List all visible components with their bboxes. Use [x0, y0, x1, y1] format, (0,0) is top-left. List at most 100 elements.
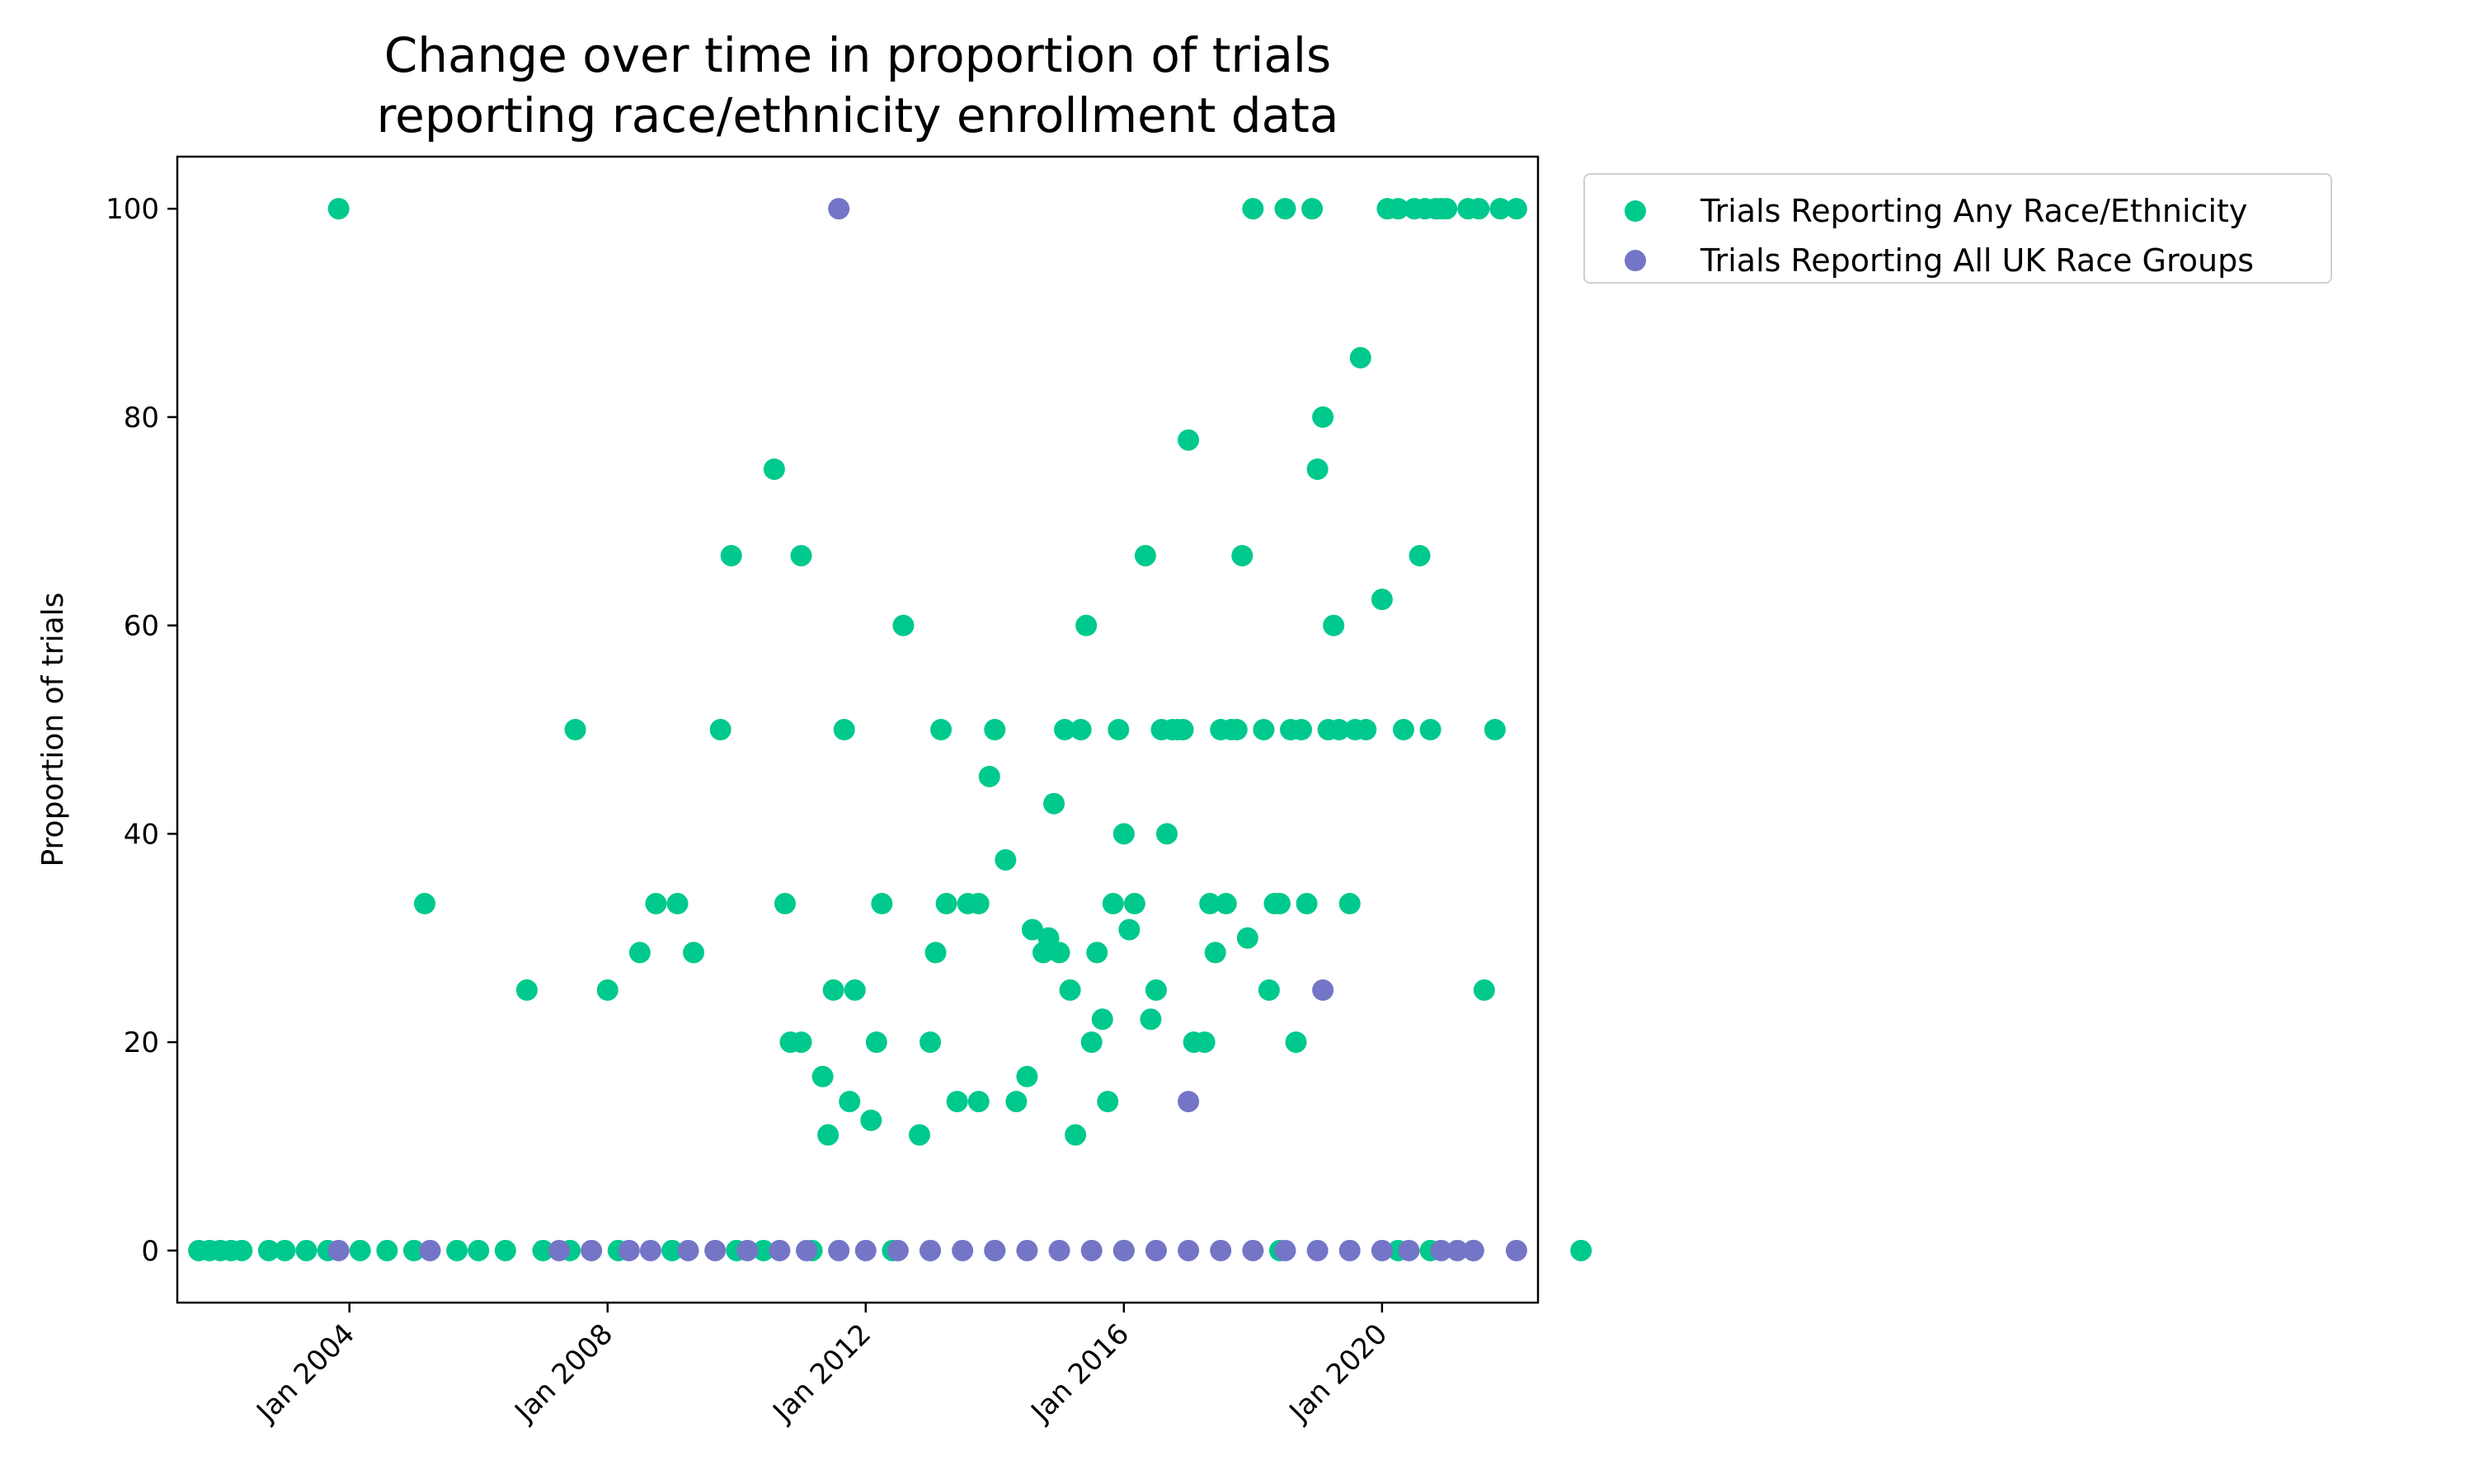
point-all-uk-groups — [618, 1239, 640, 1261]
legend-label-any-race: Trials Reporting Any Race/Ethnicity — [1700, 193, 2248, 229]
point-any-race — [995, 848, 1017, 871]
point-any-race — [257, 1239, 280, 1261]
point-any-race — [327, 198, 350, 220]
point-any-race — [839, 1091, 861, 1113]
point-any-race — [1204, 942, 1226, 964]
point-any-race — [1199, 893, 1221, 915]
x-tick-label: Jan 2004 — [249, 1317, 361, 1430]
point-any-race — [1215, 893, 1237, 915]
point-any-race — [865, 1031, 887, 1054]
point-any-race — [1328, 719, 1350, 740]
point-all-uk-groups — [327, 1239, 350, 1261]
point-any-race — [596, 979, 618, 1001]
point-any-race — [1473, 979, 1495, 1001]
point-any-race — [1355, 719, 1377, 740]
point-any-race — [844, 979, 866, 1001]
point-any-race — [1349, 346, 1371, 369]
point-all-uk-groups — [736, 1239, 759, 1261]
point-all-uk-groups — [769, 1239, 791, 1261]
point-any-race — [1054, 719, 1076, 740]
point-all-uk-groups — [1080, 1239, 1103, 1261]
point-any-race — [1291, 719, 1313, 740]
point-any-race — [1193, 1031, 1216, 1054]
point-all-uk-groups — [1016, 1239, 1038, 1261]
point-any-race — [231, 1239, 253, 1261]
point-any-race — [1102, 893, 1124, 915]
point-any-race — [446, 1239, 468, 1261]
legend: Trials Reporting Any Race/Ethnicity Tria… — [1583, 173, 2332, 284]
point-all-uk-groups — [1048, 1239, 1070, 1261]
point-any-race — [1387, 198, 1409, 220]
point-any-race — [1285, 1031, 1307, 1054]
point-any-race — [774, 893, 796, 915]
point-any-race — [1016, 1065, 1038, 1087]
point-any-race — [402, 1239, 425, 1261]
point-all-uk-groups — [704, 1239, 727, 1261]
point-any-race — [1091, 1008, 1113, 1031]
point-any-race — [978, 765, 1000, 787]
point-any-race — [1080, 1031, 1103, 1054]
point-any-race — [1108, 719, 1130, 740]
point-any-race — [1392, 719, 1414, 740]
point-any-race — [1134, 544, 1156, 566]
point-any-race — [1258, 979, 1280, 1001]
point-any-race — [564, 719, 586, 740]
point-all-uk-groups — [1446, 1239, 1469, 1261]
point-any-race — [1065, 1124, 1087, 1146]
point-any-race — [1172, 719, 1194, 740]
point-any-race — [1075, 614, 1098, 636]
point-any-race — [1070, 719, 1092, 740]
point-all-uk-groups — [920, 1239, 942, 1261]
point-any-race — [1145, 979, 1167, 1001]
point-any-race — [1468, 198, 1490, 220]
point-any-race — [1306, 458, 1329, 481]
point-any-race — [1236, 927, 1258, 949]
point-all-uk-groups — [677, 1239, 699, 1261]
point-any-race — [295, 1239, 317, 1261]
point-any-race — [1301, 198, 1324, 220]
point-any-race — [930, 719, 952, 740]
point-any-race — [494, 1239, 516, 1261]
point-all-uk-groups — [1242, 1239, 1264, 1261]
point-all-uk-groups — [887, 1239, 909, 1261]
point-any-race — [920, 1031, 942, 1054]
point-any-race — [1419, 719, 1442, 740]
x-tick-label: Jan 2020 — [1282, 1317, 1395, 1430]
point-any-race — [946, 1091, 968, 1113]
x-tick-label: Jan 2016 — [1024, 1317, 1136, 1430]
point-all-uk-groups — [1210, 1239, 1232, 1261]
point-any-race — [720, 544, 742, 566]
point-any-race — [1296, 893, 1318, 915]
point-any-race — [817, 1124, 840, 1146]
point-any-race — [274, 1239, 296, 1261]
point-all-uk-groups — [1505, 1239, 1527, 1261]
y-axis-label: Proportion of trials — [36, 592, 70, 866]
point-any-race — [871, 893, 893, 915]
legend-label-all-uk-groups: Trials Reporting All UK Race Groups — [1700, 242, 2255, 279]
y-tick-label: 100 — [106, 193, 159, 226]
point-any-race — [924, 942, 947, 964]
point-any-race — [822, 979, 844, 1001]
point-any-race — [790, 1031, 812, 1054]
point-all-uk-groups — [1312, 979, 1334, 1001]
point-any-race — [1253, 719, 1275, 740]
point-any-race — [666, 893, 689, 915]
point-all-uk-groups — [639, 1239, 661, 1261]
y-tick-label: 60 — [124, 610, 159, 643]
point-any-race — [1371, 589, 1393, 611]
point-any-race — [1338, 893, 1361, 915]
point-all-uk-groups — [1430, 1239, 1452, 1261]
point-all-uk-groups — [1178, 1239, 1200, 1261]
point-any-race — [909, 1124, 930, 1146]
point-any-race — [532, 1239, 554, 1261]
point-any-race — [1005, 1091, 1028, 1113]
point-any-race — [1112, 823, 1135, 845]
point-any-race — [468, 1239, 490, 1261]
point-all-uk-groups — [828, 1239, 850, 1261]
point-any-race — [515, 979, 538, 1001]
y-tick-label: 20 — [124, 1026, 159, 1059]
point-all-uk-groups — [1371, 1239, 1393, 1261]
y-tick-label: 80 — [124, 402, 159, 434]
point-any-race — [1140, 1008, 1162, 1031]
